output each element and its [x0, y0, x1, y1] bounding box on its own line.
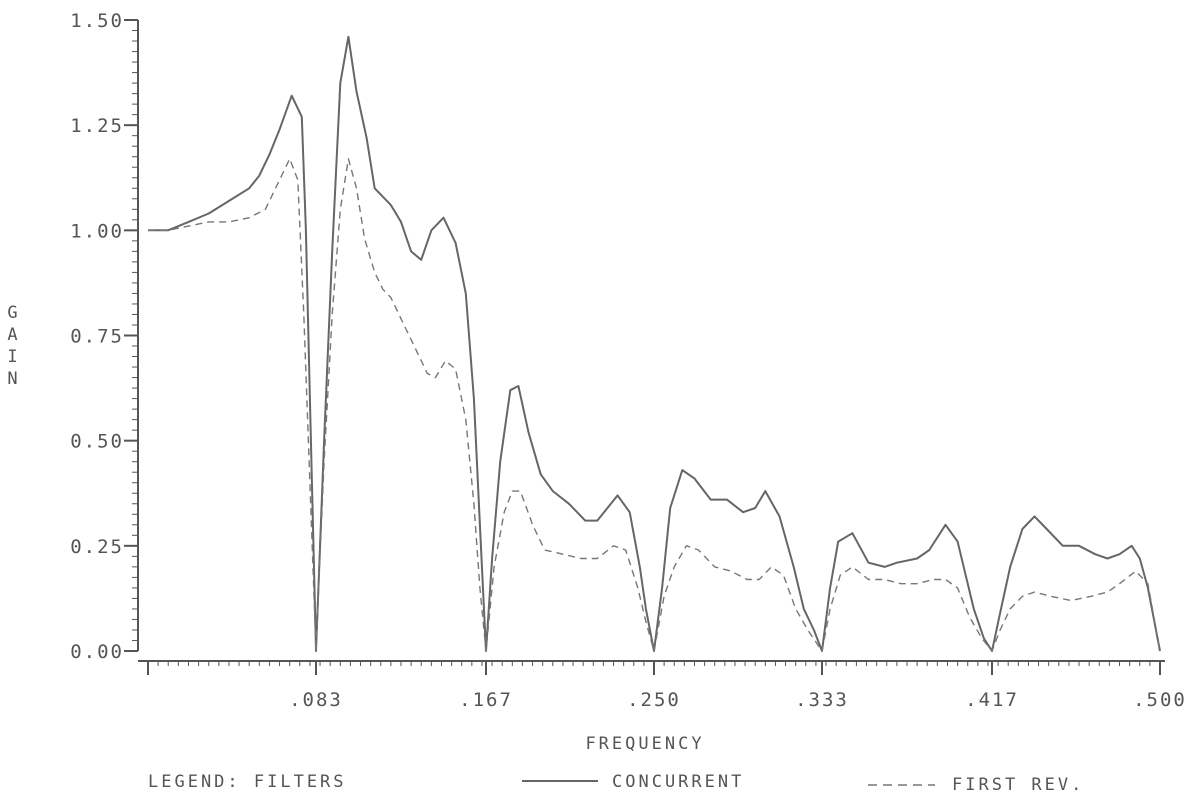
y-axis-title-letter: A — [7, 325, 20, 345]
y-tick-label: 1.25 — [70, 115, 124, 137]
y-axis-title-letter: I — [7, 347, 20, 367]
x-tick-label: .333 — [795, 689, 849, 711]
x-axis-title: FREQUENCY — [585, 734, 704, 754]
legend-title: LEGEND: FILTERS — [148, 772, 347, 792]
series-layer — [148, 35, 1161, 652]
y-tick-label: 0.50 — [70, 431, 124, 453]
y-tick-label: 0.75 — [70, 326, 124, 348]
y-tick-label: 1.50 — [70, 10, 124, 32]
y-tick-label: 1.00 — [70, 220, 124, 242]
series-line-first-rev — [148, 158, 1161, 652]
y-tick-label: 0.00 — [70, 641, 124, 663]
series-line-concurrent — [148, 35, 1161, 652]
x-tick-label: .500 — [1133, 689, 1187, 711]
legend-label-first-rev: FIRST REV. — [952, 775, 1084, 795]
x-tick-label: .250 — [627, 689, 681, 711]
y-tick-label: 0.25 — [70, 536, 124, 558]
y-axis-title-letter: N — [7, 369, 20, 389]
legend: LEGEND: FILTERS CONCURRENT FIRST REV. — [148, 772, 1084, 795]
legend-label-concurrent: CONCURRENT — [612, 772, 744, 792]
x-tick-label: .417 — [965, 689, 1019, 711]
x-tick-label: .083 — [289, 689, 343, 711]
y-axis-title-letter: G — [7, 303, 20, 323]
x-tick-label: .167 — [459, 689, 513, 711]
axes-layer: 0.00 0.25 0.50 0.75 1.00 1.25 1.50 .083 .167 .250… — [70, 10, 1187, 711]
